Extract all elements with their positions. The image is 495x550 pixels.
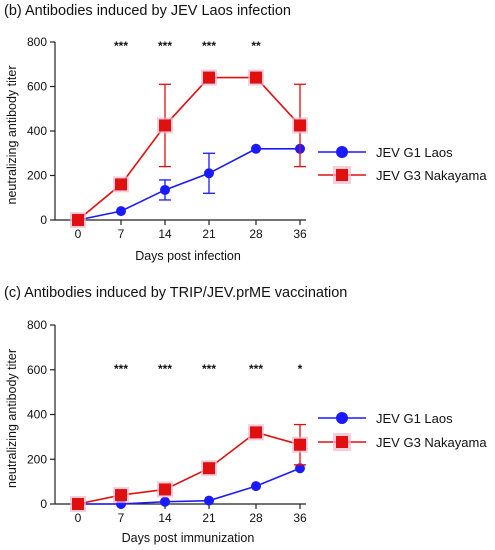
significance-marker: *** [249,362,263,376]
data-point-halo [157,481,173,498]
series-circle [73,143,305,225]
legend-marker-circle [336,412,348,424]
data-point-circle [251,481,261,492]
y-tick-label: 200 [27,452,47,466]
y-tick-label: 600 [27,80,47,94]
data-point-circle [160,184,170,195]
x-axis-label: Days post immunization [122,531,255,545]
data-point-circle [160,496,170,507]
significance-marker: *** [114,362,128,376]
data-point-halo [70,496,86,512]
series-circle [73,463,305,509]
legend-label: JEV G3 Nakayama [376,435,487,450]
data-point-circle [204,168,214,179]
legend: JEV G1 Laos JEV G3 Nakayama [318,411,487,451]
data-point-halo [201,460,217,477]
data-point-square [203,71,215,84]
y-tick-label: 0 [40,213,47,227]
data-point-circle [116,499,126,509]
data-point-circle [251,143,261,154]
x-axis-label: Days post infection [135,249,241,263]
x-tick-label: 28 [249,227,263,241]
y-tick-label: 400 [27,408,47,422]
panel-c-title: (c) Antibodies induced by TRIP/JEV.prME … [4,285,348,301]
data-point-square [159,483,171,496]
data-point-square [159,119,171,132]
data-point-square [115,489,127,502]
data-point-square [203,462,215,475]
x-tick-label: 0 [75,511,82,525]
significance-marker: *** [114,39,128,53]
series-line [77,431,301,505]
legend-marker-circle [336,146,348,158]
legend-label: JEV G1 Laos [376,411,453,426]
x-tick-label: 7 [118,511,125,525]
data-point-halo [292,436,308,453]
chart-1-plot: 0 200 400 600 800 0 7 14 21 28 36 Days post immuniz… [5,318,487,545]
significance-marker: *** [158,39,172,53]
y-tick-label: 800 [27,35,47,49]
data-point-square [115,178,127,191]
legend-marker-square [336,436,348,448]
data-point-square [250,71,262,84]
chart-0-plot: 0 200 400 600 800 0 7 14 21 28 36 Days post infecti… [5,35,487,263]
chart-b: 0 200 400 600 800 0 7 14 21 28 36 Days post infecti… [5,35,487,263]
x-tick-label: 0 [75,227,82,241]
x-tick-label: 36 [293,511,307,525]
y-tick-label: 600 [27,363,47,377]
series-square [70,69,308,228]
y-tick-label: 800 [27,318,47,332]
x-tick-label: 14 [158,511,172,525]
x-tick-label: 21 [202,511,216,525]
significance-marker: *** [202,362,216,376]
data-point-circle [204,495,214,506]
legend-label: JEV G1 Laos [376,145,453,160]
data-point-square [250,426,262,439]
x-tick-label: 28 [249,511,263,525]
data-point-circle [73,499,83,509]
y-tick-label: 0 [40,497,47,511]
significance-marker: *** [158,362,172,376]
legend-label: JEV G3 Nakayama [376,168,487,183]
significance-marker: * [298,362,303,376]
significance-marker: ** [251,39,261,53]
legend-marker-square [336,169,348,181]
data-point-halo [113,487,129,504]
x-tick-label: 36 [293,227,307,241]
series-square [70,423,308,512]
data-point-square [72,498,84,510]
y-tick-label: 200 [27,169,47,183]
x-tick-label: 14 [158,227,172,241]
y-tick-label: 400 [27,124,47,138]
data-point-square [72,214,84,226]
data-point-square [294,119,306,132]
data-point-circle [116,206,126,217]
data-point-circle [295,463,305,474]
legend: JEV G1 Laos JEV G3 Nakayama [318,145,487,184]
data-point-square [294,438,306,451]
panel-b-title: (b) Antibodies induced by JEV Laos infec… [4,3,291,19]
series-line [78,467,301,505]
x-tick-label: 21 [202,227,216,241]
y-axis-label: neutralizing antibody titer [5,349,19,488]
y-axis-label: neutralizing antibody titer [5,66,19,205]
legend-marker-halo [333,433,351,451]
data-point-halo [248,424,264,441]
significance-marker: *** [202,39,216,53]
x-tick-label: 7 [118,227,125,241]
series-line [77,148,300,221]
